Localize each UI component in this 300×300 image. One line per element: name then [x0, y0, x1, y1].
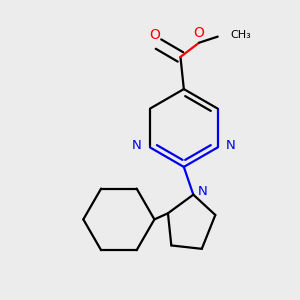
Text: N: N [132, 139, 142, 152]
Text: CH₃: CH₃ [230, 30, 251, 40]
Text: N: N [197, 185, 207, 199]
Text: N: N [226, 139, 236, 152]
Text: O: O [149, 28, 160, 42]
Text: O: O [194, 26, 205, 40]
